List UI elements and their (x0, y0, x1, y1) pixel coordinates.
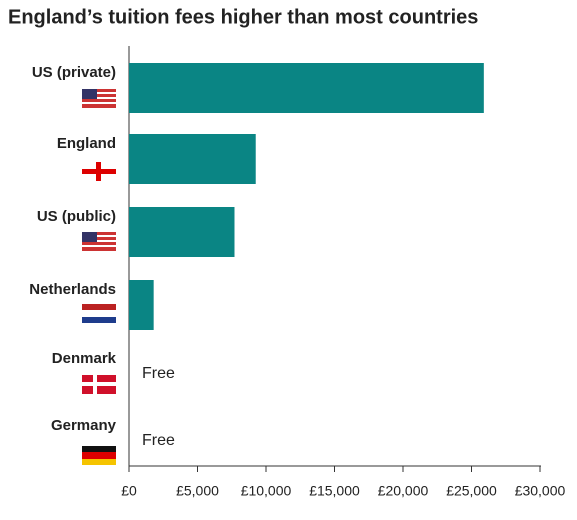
y-tick-label: England (57, 135, 116, 152)
flag-us (82, 232, 116, 251)
bar (129, 63, 484, 113)
y-tick-label: Netherlands (29, 281, 116, 298)
x-tick-label: £0 (121, 483, 137, 499)
y-tick-label: Denmark (52, 350, 117, 367)
y-tick-label: US (private) (32, 64, 116, 81)
x-tick-label: £15,000 (309, 483, 360, 499)
flag-denmark (82, 375, 116, 394)
flag-us (82, 89, 116, 108)
flag-england (82, 162, 116, 181)
value-label: Free (142, 432, 175, 449)
x-tick-label: £5,000 (176, 483, 219, 499)
y-tick-label: US (public) (37, 208, 116, 225)
y-tick-label: Germany (51, 417, 117, 434)
flag-netherlands (82, 304, 116, 323)
x-tick-label: £20,000 (378, 483, 429, 499)
chart-title: England’s tuition fees higher than most … (8, 6, 478, 28)
x-tick-label: £30,000 (515, 483, 566, 499)
value-label: Free (142, 365, 175, 382)
x-tick-label: £10,000 (241, 483, 292, 499)
flag-germany (82, 446, 116, 465)
bar (129, 207, 235, 257)
bar (129, 280, 154, 330)
x-tick-label: £25,000 (446, 483, 497, 499)
bar (129, 134, 256, 184)
